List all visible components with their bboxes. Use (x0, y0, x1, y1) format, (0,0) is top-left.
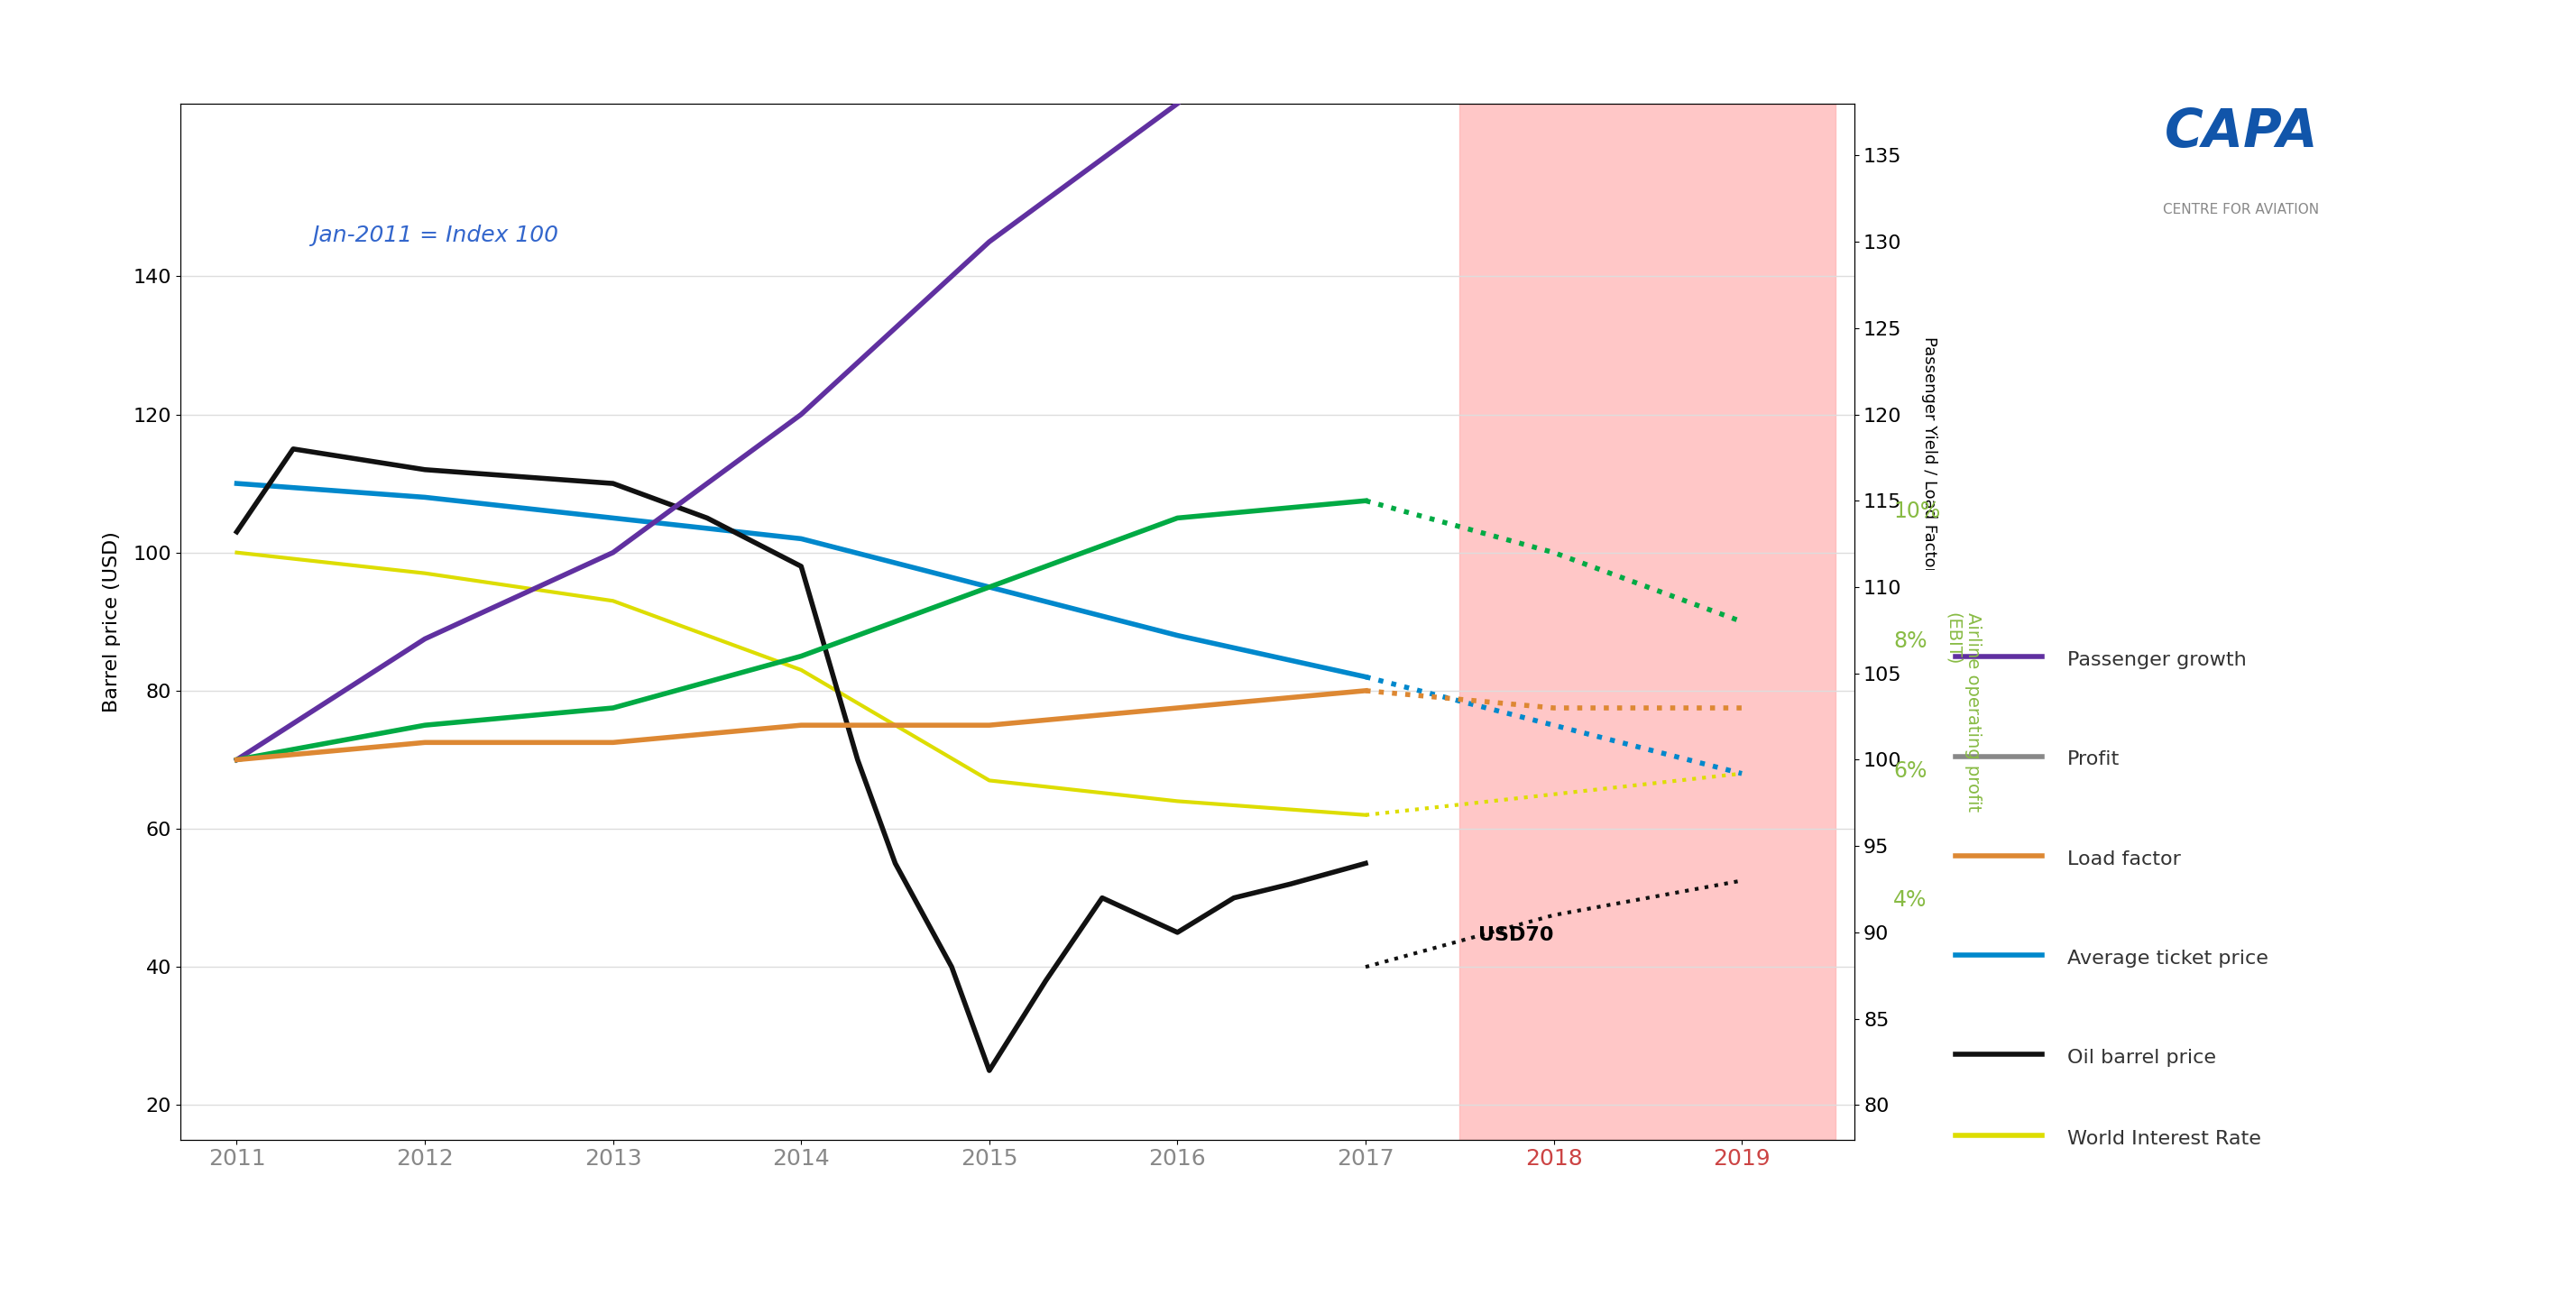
Y-axis label: Passenger Yield / Load Factor / Passenger growth / World Interest Rate: Passenger Yield / Load Factor / Passenge… (1922, 337, 1937, 906)
FancyBboxPatch shape (1888, 552, 2543, 1210)
Text: World Interest Rate: World Interest Rate (2066, 1129, 2262, 1147)
Y-axis label: Barrel price (USD): Barrel price (USD) (103, 531, 121, 712)
Text: Load factor: Load factor (2066, 850, 2179, 868)
Bar (1461, 104, 1837, 1140)
Text: Profit: Profit (2066, 751, 2120, 769)
Text: 10%: 10% (1893, 501, 1940, 522)
Text: CAPA: CAPA (2164, 106, 2318, 158)
Text: Passenger growth: Passenger growth (2066, 651, 2246, 670)
Text: USD70: USD70 (1479, 927, 1553, 944)
Text: Average ticket price: Average ticket price (2066, 949, 2267, 967)
Text: CENTRE FOR AVIATION: CENTRE FOR AVIATION (2164, 203, 2318, 216)
Text: 6%: 6% (1893, 760, 1927, 781)
Text: 4%: 4% (1893, 890, 1927, 910)
Text: Oil barrel price: Oil barrel price (2066, 1049, 2215, 1067)
Text: 8%: 8% (1893, 631, 1927, 651)
Text: Airline operating profit
(EBIT): Airline operating profit (EBIT) (1945, 613, 1981, 812)
Text: Jan-2011 = Index 100: Jan-2011 = Index 100 (312, 224, 559, 246)
